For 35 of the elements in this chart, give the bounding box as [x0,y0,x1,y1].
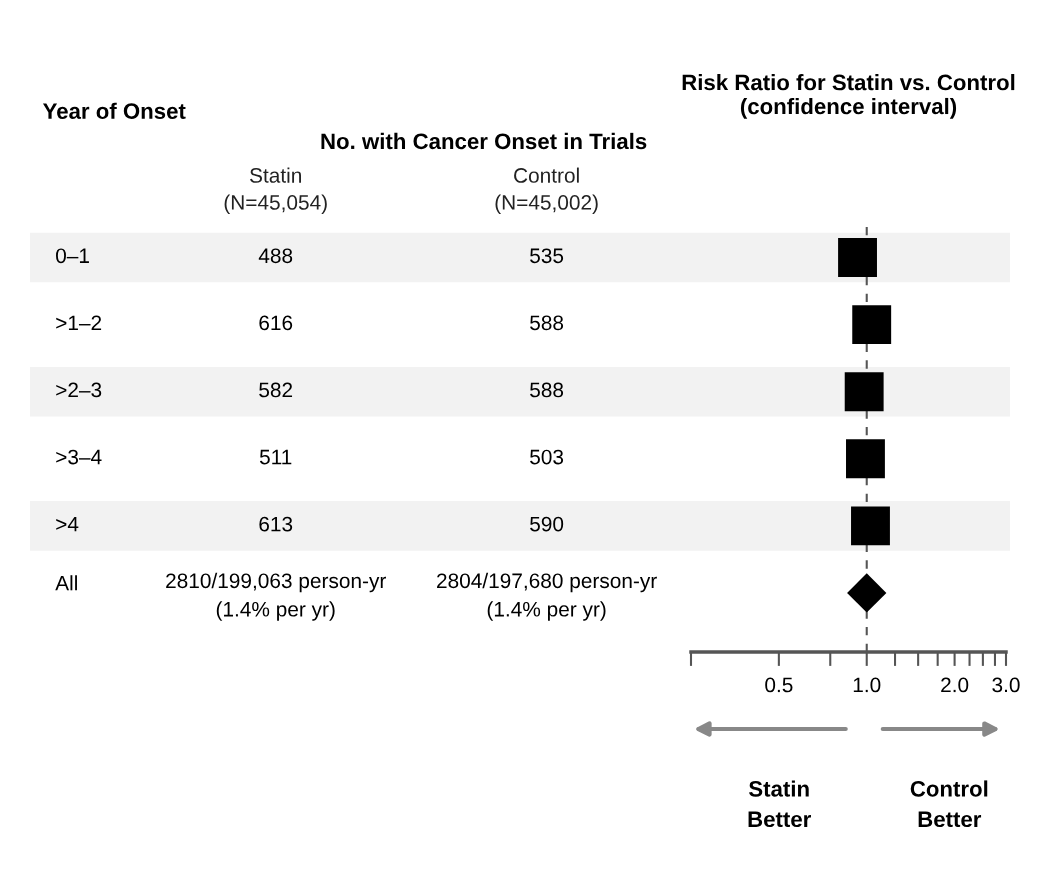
text: 503 [530,449,564,465]
category-label: >2–3 [56,382,102,398]
category-label: 0–1 [56,248,89,264]
point [847,573,887,613]
text: Year of Onset [42,102,186,119]
text: 613 [259,516,293,532]
text: 582 [259,382,293,398]
text: 588 [530,315,564,331]
category-label: >3–4 [56,449,102,465]
text: No. with Cancer Onset in Trials [321,132,647,150]
text: 588 [530,382,564,398]
text: 590 [530,516,564,532]
category-label: >1–2 [56,315,102,331]
point [846,439,885,479]
point [844,372,884,412]
chart-title: Risk Ratio for Statin vs. Control (confidence interval) [682,74,1015,119]
text: 616 [259,315,293,331]
text: 2804/197,680 person-yr (1.4% per yr) [437,572,657,621]
x-tick-label: 0.5 [765,677,793,693]
text: 488 [258,248,293,264]
point [851,506,890,546]
point [838,238,877,277]
x-tick-label: 3.0 [992,677,1020,693]
category-label: Statin (N=45,054) [224,167,327,214]
text: 511 [259,449,292,465]
text: 2810/199,063 person-yr (1.4% per yr) [166,572,386,621]
text: 535 [530,248,564,264]
category-label: Control (N=45,002) [495,167,598,214]
x-tick-label: 2.0 [941,677,969,693]
category-label: All [55,575,77,591]
text: Control Better [910,780,988,828]
x-tick-label: 1.0 [853,677,881,693]
point [852,305,892,345]
text: Statin Better [748,780,811,828]
category-label: >4 [56,516,79,532]
